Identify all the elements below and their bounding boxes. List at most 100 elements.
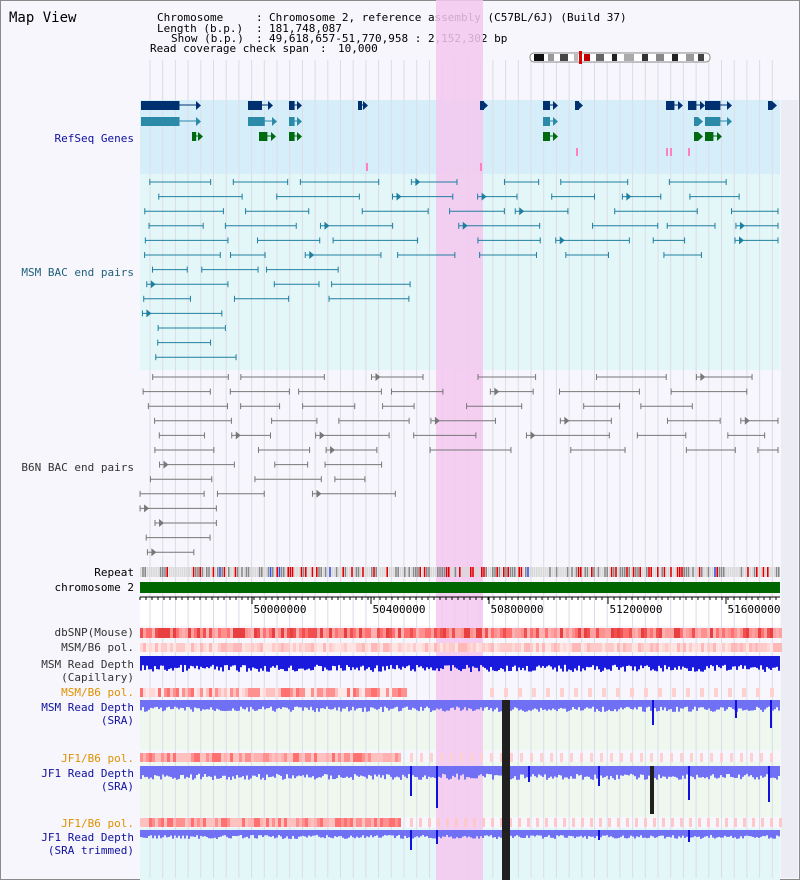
msm-depth-track-label[interactable]: MSM Read Depth (41, 658, 134, 671)
repeat-mark (258, 567, 261, 577)
heat-cell (698, 643, 701, 652)
depth-bar (716, 766, 718, 779)
depth-bar (578, 656, 580, 666)
heat-cell (779, 643, 782, 652)
heat-cell (632, 628, 635, 638)
depth-bar (252, 700, 254, 710)
heat-cell (353, 818, 356, 827)
depth-bar (438, 700, 440, 710)
heat-cell (206, 753, 209, 762)
heat-cell (263, 643, 266, 652)
depth-bar (364, 700, 366, 708)
ideogram-band (548, 54, 554, 61)
heat-cell (380, 628, 383, 638)
jf1-pol-track-label[interactable]: JF1/B6 pol. (61, 752, 134, 765)
heat-cell (257, 753, 260, 762)
heat-cell (683, 643, 686, 652)
msm-pol-track-label[interactable]: MSM/B6 pol. (61, 641, 134, 654)
repeat-mark (219, 567, 221, 577)
repeat-mark (320, 567, 322, 577)
repeat-mark (179, 567, 182, 577)
depth-bar (322, 766, 324, 776)
depth-bar (286, 830, 288, 837)
depth-bar (672, 766, 674, 777)
depth-bar (714, 830, 716, 839)
depth-bar (638, 700, 640, 707)
msm-bac-arrow (396, 192, 402, 201)
msm-bac-track-label[interactable]: MSM BAC end pairs (21, 266, 134, 279)
heat-cell (161, 818, 164, 827)
refseq-gene-arrow (553, 117, 558, 126)
heat-cell (644, 688, 648, 697)
depth-bar (494, 766, 496, 776)
b6n-bac-track-label[interactable]: B6N BAC end pairs (21, 461, 134, 474)
depth-bar (202, 656, 204, 669)
heat-cell (296, 643, 299, 652)
heat-cell (450, 753, 453, 762)
depth-bar (622, 700, 624, 710)
heat-cell (185, 628, 188, 638)
depth-bar (470, 830, 472, 838)
repeat-track-label[interactable]: Repeat (94, 566, 134, 579)
jf1-sra-track-label[interactable]: JF1 Read Depth (41, 767, 134, 780)
depth-bar (456, 830, 458, 838)
heat-cell (299, 688, 302, 697)
depth-bar (168, 830, 170, 837)
heat-cell (368, 628, 371, 638)
heat-cell (239, 753, 242, 762)
heat-cell (155, 753, 158, 762)
heat-cell (686, 628, 689, 638)
depth-bar (648, 830, 650, 838)
repeat-mark (626, 567, 628, 577)
scrollbar[interactable] (781, 100, 798, 878)
refseq-track-label[interactable]: RefSeq Genes (54, 132, 134, 145)
heat-cell (380, 753, 383, 762)
depth-bar (186, 766, 188, 777)
depth-bar (274, 766, 276, 778)
depth-bar (170, 830, 172, 836)
repeat-mark (564, 567, 567, 577)
depth-bar (740, 766, 742, 780)
heat-cell (503, 643, 506, 652)
jf1-trim-track-label[interactable]: JF1 Read Depth (41, 831, 134, 844)
heat-cell (350, 628, 353, 638)
depth-bar (268, 830, 270, 837)
depth-bar (446, 656, 448, 666)
heat-cell (518, 688, 522, 697)
heat-cell (218, 643, 221, 652)
depth-bar (662, 830, 664, 836)
depth-bar (642, 766, 644, 775)
depth-bar (776, 656, 778, 667)
heat-cell (713, 643, 716, 652)
depth-bar (224, 830, 226, 836)
heat-cell (362, 628, 365, 638)
heat-cell (191, 643, 194, 652)
depth-bar (242, 700, 244, 709)
depth-bar (410, 656, 412, 671)
chromosome-track-label[interactable]: chromosome 2 (54, 581, 134, 594)
heat-cell (224, 818, 227, 827)
depth-bar (196, 700, 198, 709)
heat-cell (650, 628, 653, 638)
depth-bar (184, 766, 186, 779)
msm-bac-arrow (739, 236, 745, 245)
jf1-pol2-track-label[interactable]: JF1/B6 pol. (61, 817, 134, 830)
heat-cell (490, 753, 493, 762)
depth-bar (498, 656, 500, 670)
msm-sra-track-label[interactable]: MSM Read Depth (41, 701, 134, 714)
refseq-marker (480, 163, 482, 171)
depth-bar (284, 830, 286, 839)
depth-bar (170, 700, 172, 710)
msm-pol2-track-label[interactable]: MSM/B6 pol. (61, 686, 134, 699)
depth-bar (722, 766, 724, 778)
depth-bar (222, 700, 224, 711)
depth-bar (434, 700, 436, 711)
depth-bar (602, 656, 604, 671)
depth-bar (254, 766, 256, 776)
heat-cell (464, 628, 467, 638)
heat-cell (644, 818, 647, 827)
depth-bar (756, 700, 758, 707)
depth-bar (336, 700, 338, 711)
dbsnp-track-label[interactable]: dbSNP(Mouse) (54, 626, 134, 639)
depth-bar (302, 656, 304, 669)
